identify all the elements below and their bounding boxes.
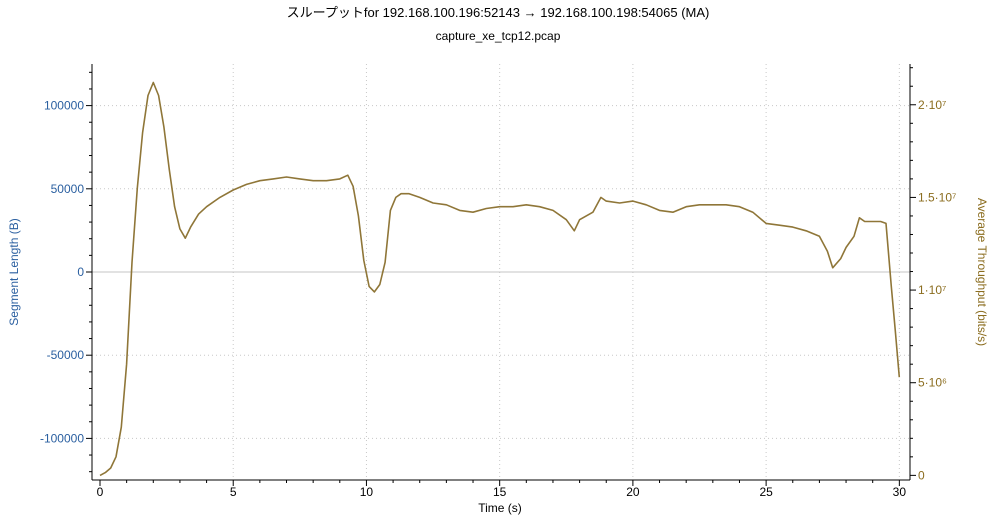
- y-axis-left-label: Segment Length (B): [7, 218, 21, 325]
- y-right-tick-label: 1.5·10⁷: [918, 190, 956, 204]
- x-tick-label: 20: [626, 485, 640, 499]
- y-left-tick-label: -100000: [40, 431, 84, 445]
- x-tick-label: 0: [97, 485, 104, 499]
- y-right-tick-label: 5·10⁶: [918, 376, 947, 390]
- x-tick-label: 25: [759, 485, 773, 499]
- chart-subtitle: capture_xe_tcp12.pcap: [436, 29, 561, 43]
- y-right-tick-label: 0: [918, 468, 925, 482]
- grid-lines: [92, 64, 910, 480]
- y-left-tick-label: 100000: [44, 99, 84, 113]
- x-tick-label: 30: [893, 485, 907, 499]
- tick-labels: 0 5 10 15 20 25 30 -100000 -50000 0 50000 100000 0 5·…: [40, 98, 956, 499]
- y-left-tick-label: -50000: [47, 348, 85, 362]
- tick-marks: [86, 67, 916, 486]
- x-tick-label: 10: [360, 485, 374, 499]
- series-layer: [99, 81, 901, 477]
- y-right-tick-label: 2·10⁷: [918, 98, 946, 112]
- y-left-tick-label: 0: [77, 265, 84, 279]
- y-left-tick-label: 50000: [51, 182, 85, 196]
- x-tick-label: 5: [230, 485, 237, 499]
- x-axis-label: Time (s): [478, 501, 522, 515]
- chart-title: スループットfor 192.168.100.196:52143 → 192.16…: [287, 5, 710, 20]
- x-tick-label: 15: [493, 485, 507, 499]
- y-axis-right-label: Average Throughput (bits/s): [975, 198, 989, 346]
- series-line-throughput: [99, 81, 901, 477]
- y-right-tick-label: 1·10⁷: [918, 283, 946, 297]
